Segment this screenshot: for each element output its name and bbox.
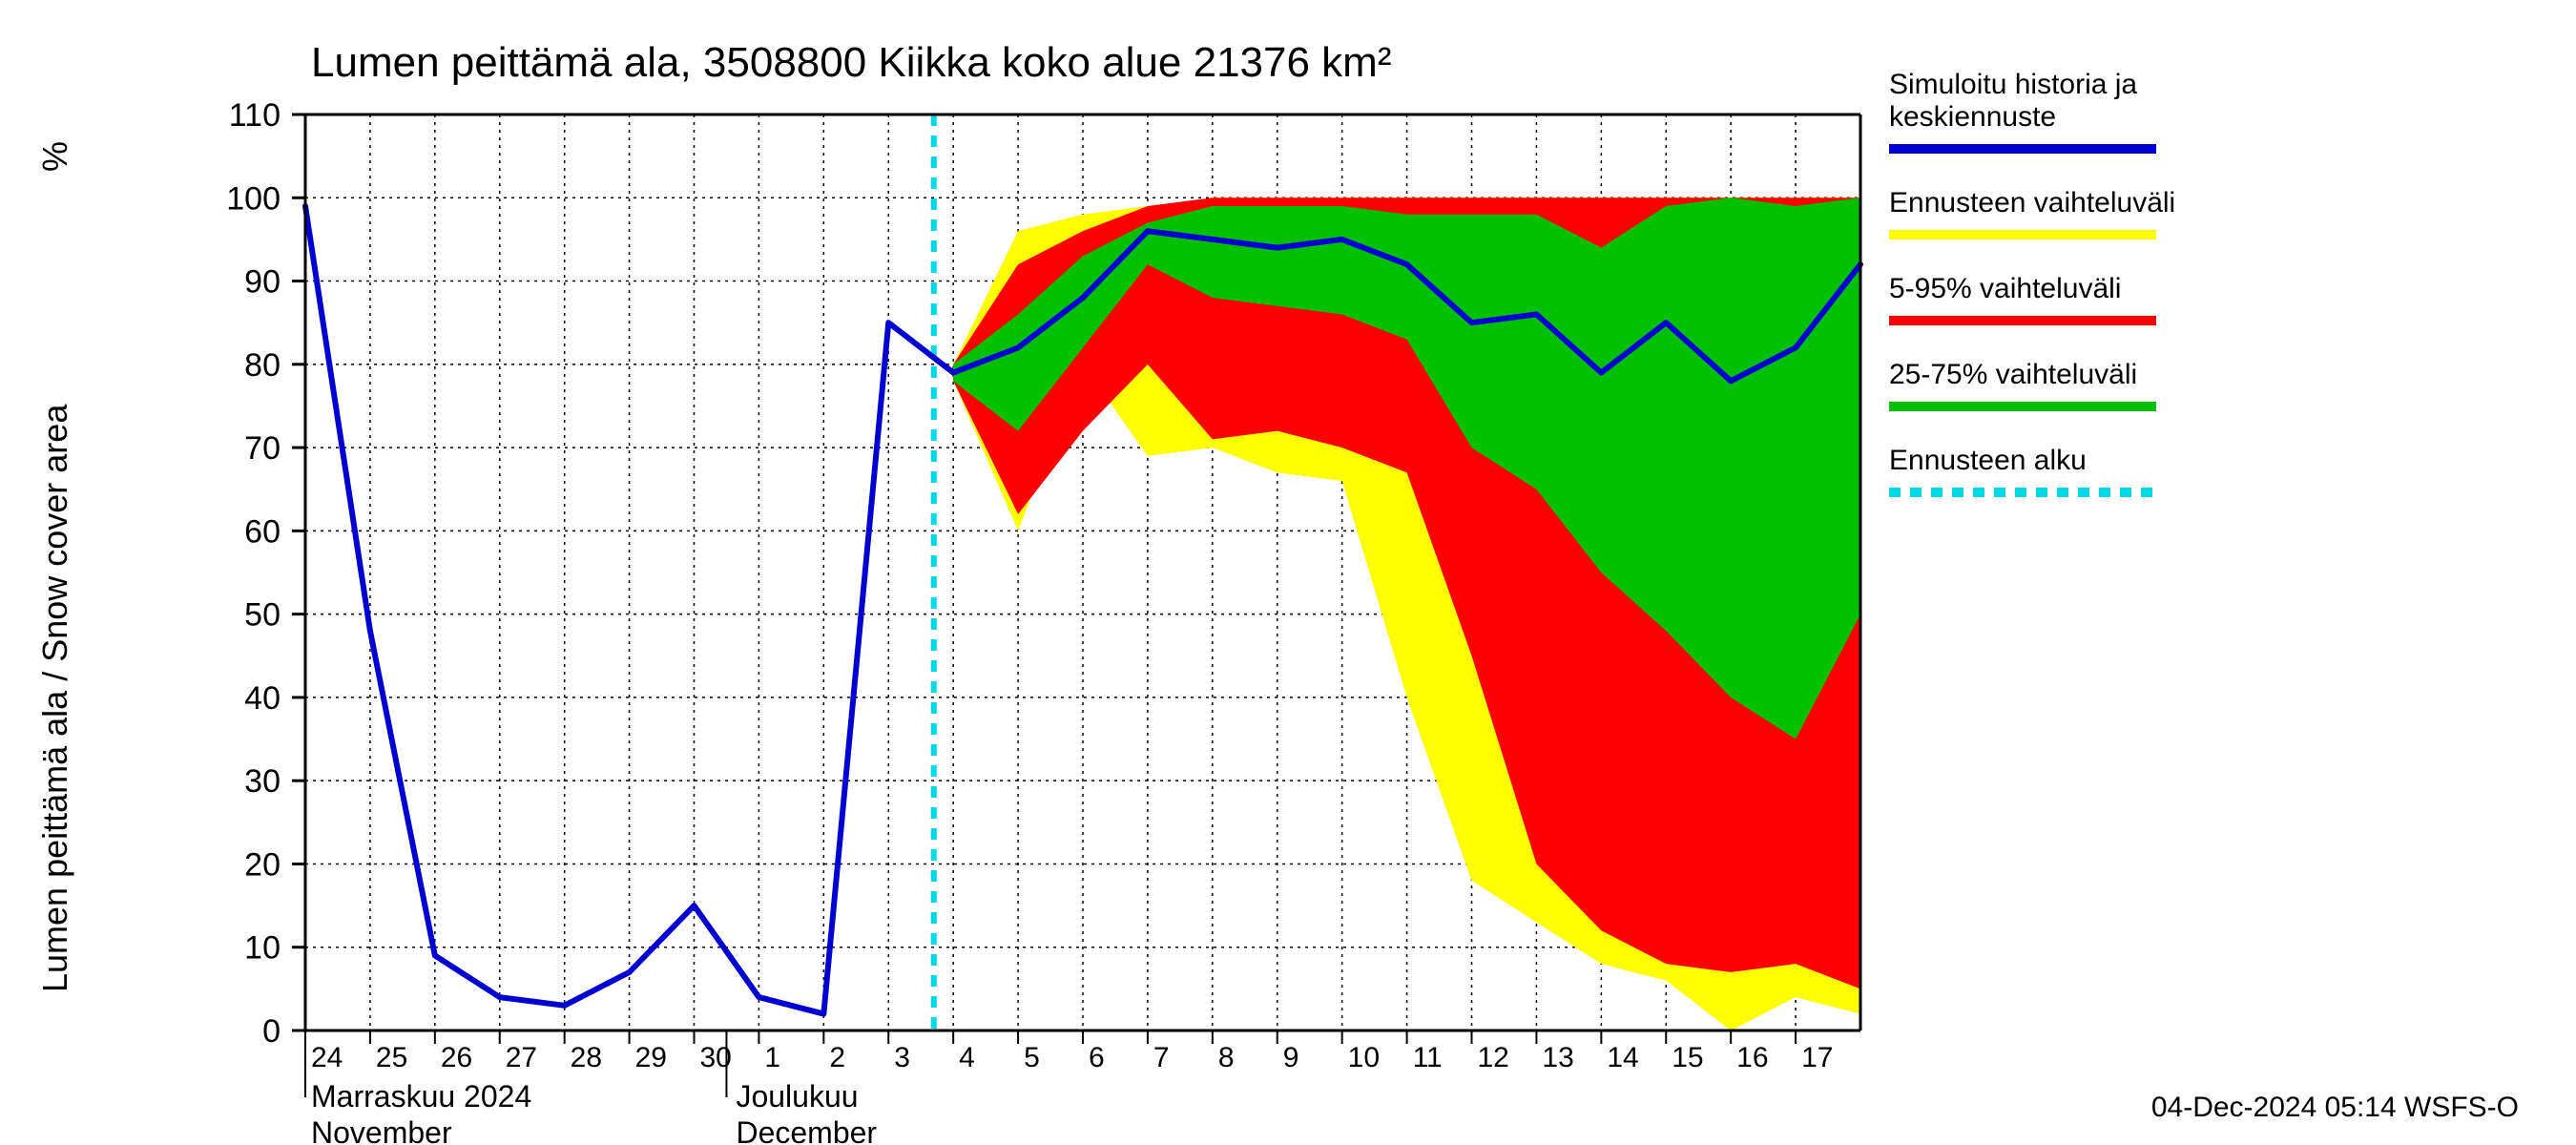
y-tick-label: 10 xyxy=(244,930,280,967)
x-tick-label: 11 xyxy=(1413,1042,1443,1073)
y-tick-label: 40 xyxy=(244,680,280,717)
x-tick-label: 28 xyxy=(571,1042,602,1073)
footer-timestamp: 04-Dec-2024 05:14 WSFS-O xyxy=(2151,1092,2519,1123)
x-tick-label: 13 xyxy=(1542,1042,1573,1073)
y-tick-label: 30 xyxy=(244,763,280,800)
legend-label-line2: keskiennuste xyxy=(1889,101,2056,133)
y-tick-label: 100 xyxy=(226,180,280,217)
y-tick-label: 80 xyxy=(244,347,280,384)
y-tick-label: 90 xyxy=(244,264,280,301)
x-tick-label: 25 xyxy=(376,1042,407,1073)
x-tick-label: 26 xyxy=(441,1042,472,1073)
legend-label: 5-95% vaihteluväli xyxy=(1889,273,2121,304)
x-tick-label: 17 xyxy=(1801,1042,1833,1073)
x-tick-label: 3 xyxy=(894,1042,910,1073)
legend-label: Ennusteen vaihteluväli xyxy=(1889,187,2175,219)
x-tick-label: 12 xyxy=(1478,1042,1509,1073)
x-tick-label: 6 xyxy=(1089,1042,1105,1073)
y-axis-label: Lumen peittämä ala / Snow cover area xyxy=(35,404,74,992)
x-tick-label: 9 xyxy=(1283,1042,1299,1073)
y-tick-label: 60 xyxy=(244,513,280,550)
x-tick-label: 16 xyxy=(1736,1042,1768,1073)
chart-svg: 0102030405060708090100110242526272829301… xyxy=(0,0,2576,1145)
x-tick-label: 5 xyxy=(1024,1042,1040,1073)
x-tick-label: 7 xyxy=(1153,1042,1170,1073)
chart-container: 0102030405060708090100110242526272829301… xyxy=(0,0,2576,1145)
x-tick-label: 2 xyxy=(829,1042,845,1073)
y-tick-label: 110 xyxy=(229,97,280,134)
x-tick-label: 27 xyxy=(506,1042,537,1073)
y-tick-label: 20 xyxy=(244,846,280,883)
x-tick-label: 10 xyxy=(1348,1042,1380,1073)
month2-fi: Joulukuu xyxy=(736,1079,858,1114)
legend-label: 25-75% vaihteluväli xyxy=(1889,359,2137,390)
x-tick-label: 8 xyxy=(1218,1042,1235,1073)
chart-title: Lumen peittämä ala, 3508800 Kiikka koko … xyxy=(311,39,1391,86)
y-tick-label: 70 xyxy=(244,430,280,467)
legend-label: Simuloitu historia ja xyxy=(1889,69,2137,100)
x-tick-label: 29 xyxy=(635,1042,667,1073)
x-tick-label: 14 xyxy=(1607,1042,1638,1073)
x-tick-label: 15 xyxy=(1672,1042,1703,1073)
y-tick-label: 0 xyxy=(262,1013,280,1050)
x-tick-label: 1 xyxy=(764,1042,780,1073)
month2-en: December xyxy=(736,1115,877,1145)
month1-fi: Marraskuu 2024 xyxy=(311,1079,531,1114)
y-axis-unit: % xyxy=(35,141,74,172)
x-tick-label: 4 xyxy=(959,1042,975,1073)
x-tick-label: 24 xyxy=(311,1042,343,1073)
month1-en: November xyxy=(311,1115,452,1145)
legend-label: Ennusteen alku xyxy=(1889,445,2087,476)
y-tick-label: 50 xyxy=(244,597,280,634)
